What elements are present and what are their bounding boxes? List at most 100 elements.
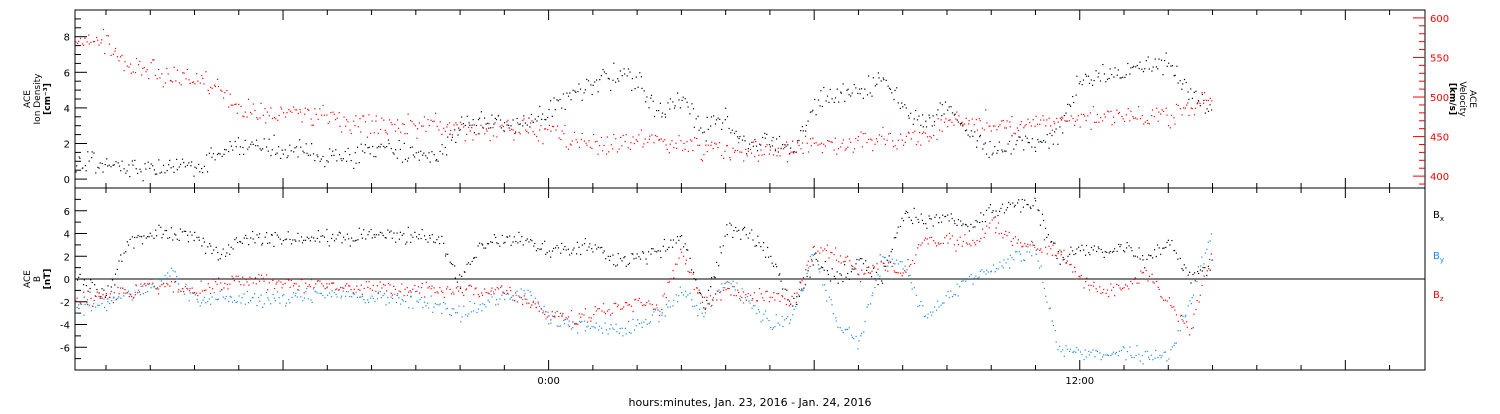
data-point <box>224 92 226 94</box>
data-point <box>958 115 960 117</box>
data-point <box>143 283 145 285</box>
data-point <box>564 108 566 110</box>
data-point <box>531 304 533 306</box>
data-point <box>333 282 335 284</box>
data-point <box>1188 98 1190 100</box>
data-point <box>913 287 915 289</box>
data-point <box>185 230 187 232</box>
data-point <box>271 149 273 151</box>
data-point <box>950 106 952 108</box>
data-point <box>628 331 630 333</box>
data-point <box>857 92 859 94</box>
data-point <box>147 283 149 285</box>
data-point <box>459 287 462 290</box>
y-axis-label-line: ACE <box>1467 90 1477 108</box>
data-point <box>1006 120 1008 122</box>
data-point <box>968 275 971 278</box>
data-point <box>258 274 260 276</box>
data-point <box>1093 80 1095 82</box>
data-point <box>1166 300 1168 302</box>
data-point <box>185 283 187 285</box>
data-point <box>175 234 177 236</box>
data-point <box>895 237 897 239</box>
data-point <box>1004 127 1006 129</box>
data-point <box>447 253 449 255</box>
data-point <box>710 286 712 288</box>
data-point <box>975 119 977 121</box>
data-point <box>692 150 694 152</box>
data-point <box>502 292 504 294</box>
data-point <box>581 244 583 246</box>
data-point <box>416 137 418 139</box>
data-point <box>1164 299 1166 301</box>
data-point <box>949 119 951 121</box>
data-point <box>273 117 275 119</box>
data-point <box>1118 243 1120 245</box>
data-point <box>845 276 847 278</box>
data-point <box>494 122 496 124</box>
data-point <box>938 243 940 245</box>
data-point <box>714 123 717 125</box>
data-point <box>374 236 376 238</box>
data-point <box>355 239 357 241</box>
data-point <box>943 113 945 115</box>
data-point <box>561 107 563 109</box>
data-point <box>140 171 142 173</box>
data-point <box>633 143 635 145</box>
data-point <box>326 283 328 285</box>
data-point <box>939 129 941 131</box>
data-point <box>475 124 477 127</box>
data-point <box>901 102 903 104</box>
data-point <box>573 131 576 133</box>
data-point <box>994 216 996 218</box>
data-point <box>979 134 981 136</box>
data-point <box>968 123 970 125</box>
data-point <box>893 98 895 101</box>
data-point <box>501 124 503 126</box>
data-point <box>351 237 353 239</box>
data-point <box>1191 108 1193 110</box>
data-point <box>833 101 835 103</box>
data-point <box>928 215 930 217</box>
data-point <box>308 237 310 240</box>
data-point <box>606 136 608 138</box>
data-point <box>1090 79 1092 81</box>
data-point <box>561 242 563 245</box>
data-point <box>728 288 730 290</box>
data-point <box>1020 260 1022 262</box>
data-point <box>936 138 938 141</box>
data-point <box>1134 277 1136 279</box>
data-point <box>687 150 689 152</box>
data-point <box>269 242 271 244</box>
data-point <box>765 146 767 148</box>
data-point <box>922 305 924 307</box>
data-point <box>858 259 860 261</box>
data-point <box>1159 354 1161 356</box>
data-point <box>375 115 377 117</box>
data-point <box>508 124 510 126</box>
data-point <box>788 305 790 307</box>
data-point <box>484 133 486 135</box>
data-point <box>1083 249 1085 251</box>
data-point <box>537 248 539 250</box>
data-point <box>1122 118 1124 120</box>
data-point <box>147 161 149 163</box>
data-point <box>433 241 435 243</box>
data-point <box>482 303 484 305</box>
data-point <box>1097 246 1099 248</box>
data-point <box>916 119 919 121</box>
data-point <box>810 258 813 260</box>
data-point <box>850 271 852 273</box>
data-point <box>441 235 443 237</box>
data-point <box>1152 66 1154 68</box>
data-point <box>106 35 108 37</box>
data-point <box>250 278 253 280</box>
data-point <box>146 69 148 71</box>
data-point <box>962 280 964 282</box>
data-point <box>1044 141 1047 143</box>
data-point <box>778 135 781 138</box>
data-point <box>1074 271 1076 273</box>
data-point <box>434 303 436 305</box>
x-axis-label: hours:minutes, Jan. 23, 2016 - Jan. 24, … <box>629 396 872 409</box>
data-point <box>831 98 833 100</box>
